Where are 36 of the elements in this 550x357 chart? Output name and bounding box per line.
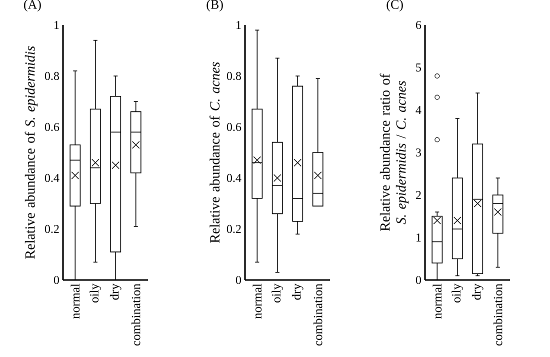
x-tick-label: normal (252, 284, 262, 319)
y-tick-label: 0.6 (226, 122, 242, 132)
y-tick-label: 0.8 (44, 72, 60, 80)
y-tick-label: 0 (236, 276, 242, 284)
x-tick-label: combination (313, 284, 322, 346)
y-tick-label: 4 (416, 106, 422, 114)
y-axis-title: Relative abundance of C. acnes (210, 62, 220, 243)
x-tick-label: oily (272, 284, 284, 303)
y-tick-label: 1 (236, 21, 241, 29)
chart-title: (A) (24, 0, 41, 12)
chart-title: (B) (206, 0, 223, 12)
y-tick-label: 0.6 (44, 122, 60, 132)
y-tick-label: 6 (416, 20, 422, 30)
y-axis-title: Relative abundance of S. epidermidis (24, 46, 38, 259)
y-tick-label: 0 (54, 276, 60, 284)
y-tick-label: 5 (416, 64, 422, 72)
chart-title: (C) (386, 0, 403, 12)
y-tick-label: 1 (416, 234, 421, 242)
x-tick-label: dry (472, 284, 484, 300)
y-tick-label: 0.8 (226, 72, 242, 80)
y-tick-label: 0.4 (44, 174, 60, 182)
x-tick-label: combination (493, 284, 502, 346)
y-tick-label: 0 (416, 276, 422, 284)
y-tick-label: 0.2 (44, 224, 59, 234)
y-tick-label: 0.2 (226, 224, 241, 234)
x-tick-label: oily (90, 284, 102, 303)
x-tick-label: oily (452, 284, 464, 303)
y-tick-label: 3 (416, 148, 422, 157)
x-tick-label: combination (131, 284, 140, 346)
y-tick-label: 0.4 (226, 174, 242, 182)
x-tick-label: dry (292, 284, 304, 300)
y-tick-label: 2 (416, 191, 421, 199)
y-tick-label: 1 (54, 21, 59, 29)
x-tick-label: normal (432, 284, 442, 319)
x-tick-label: dry (110, 284, 122, 300)
x-tick-label: normal (70, 284, 80, 319)
